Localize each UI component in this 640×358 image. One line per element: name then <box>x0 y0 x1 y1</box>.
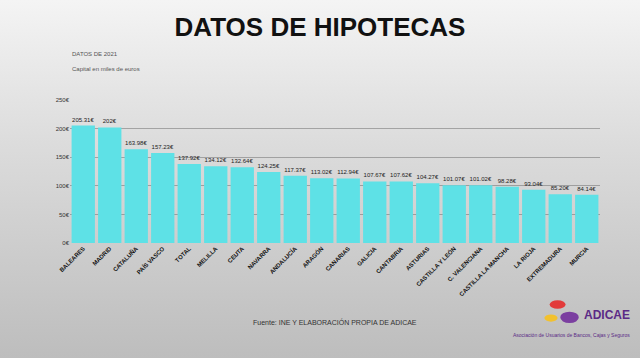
svg-text:CASTILLA LA MANCHA: CASTILLA LA MANCHA <box>458 245 510 297</box>
svg-text:DATOS DE 2021: DATOS DE 2021 <box>72 51 118 57</box>
svg-text:DATOS DE HIPOTECAS: DATOS DE HIPOTECAS <box>175 12 466 42</box>
svg-text:101.07€: 101.07€ <box>443 176 465 182</box>
svg-text:ADICAE: ADICAE <box>584 308 630 322</box>
svg-text:ANDALUCÍA: ANDALUCÍA <box>268 244 299 275</box>
svg-text:157.23€: 157.23€ <box>152 144 174 150</box>
svg-text:113.02€: 113.02€ <box>311 169 333 175</box>
svg-text:107.62€: 107.62€ <box>390 172 412 178</box>
svg-text:MELILLA: MELILLA <box>196 245 219 268</box>
svg-text:202€: 202€ <box>103 118 117 124</box>
svg-text:117.37€: 117.37€ <box>284 167 306 173</box>
svg-text:TOTAL: TOTAL <box>174 245 192 263</box>
svg-text:112.94€: 112.94€ <box>337 169 359 175</box>
svg-text:GALICIA: GALICIA <box>356 245 378 267</box>
svg-text:205.31€: 205.31€ <box>72 117 94 123</box>
svg-text:137.92€: 137.92€ <box>178 155 200 161</box>
svg-text:MURCIA: MURCIA <box>568 245 590 267</box>
svg-text:CASTILLA Y LEÓN: CASTILLA Y LEÓN <box>414 245 457 288</box>
svg-text:CEUTA: CEUTA <box>227 245 246 264</box>
svg-text:134.12€: 134.12€ <box>205 157 227 163</box>
svg-text:98.28€: 98.28€ <box>498 178 517 184</box>
svg-text:93.04€: 93.04€ <box>524 181 543 187</box>
svg-text:163.98€: 163.98€ <box>125 140 147 146</box>
svg-text:124.25€: 124.25€ <box>258 163 280 169</box>
svg-text:84.14€: 84.14€ <box>577 186 596 192</box>
svg-text:107.67€: 107.67€ <box>364 172 386 178</box>
svg-text:85.20€: 85.20€ <box>551 185 570 191</box>
svg-text:0€: 0€ <box>62 240 69 246</box>
svg-text:EXTREMADURA: EXTREMADURA <box>526 245 564 283</box>
svg-text:NAVARRA: NAVARRA <box>247 245 272 270</box>
svg-text:250€: 250€ <box>56 97 70 103</box>
svg-text:C. VALENCIANA: C. VALENCIANA <box>446 245 484 283</box>
svg-text:100€: 100€ <box>56 183 70 189</box>
svg-text:ARAGÓN: ARAGÓN <box>301 245 325 269</box>
svg-text:132.64€: 132.64€ <box>231 158 253 164</box>
svg-text:ASTURIAS: ASTURIAS <box>405 246 431 272</box>
svg-text:Fuente: INE Y ELABORACIÓN PROP: Fuente: INE Y ELABORACIÓN PROPIA DE ADIC… <box>253 318 417 326</box>
svg-text:CATALUÑA: CATALUÑA <box>112 245 140 273</box>
svg-text:Asociación de Usuarios de Banc: Asociación de Usuarios de Bancos, Cajas … <box>513 332 630 338</box>
svg-text:LA RIOJA: LA RIOJA <box>513 245 537 269</box>
svg-text:Capital en miles de euros: Capital en miles de euros <box>72 66 140 72</box>
svg-text:CANTABRIA: CANTABRIA <box>375 245 405 275</box>
svg-text:200€: 200€ <box>56 126 70 132</box>
svg-text:150€: 150€ <box>56 154 70 160</box>
svg-text:CANARIAS: CANARIAS <box>324 246 351 273</box>
svg-text:MADRID: MADRID <box>91 245 113 267</box>
svg-text:50€: 50€ <box>59 212 70 218</box>
svg-text:101.02€: 101.02€ <box>470 176 492 182</box>
svg-text:BALEARES: BALEARES <box>58 246 86 274</box>
svg-text:PAÍS VASCO: PAÍS VASCO <box>135 245 166 276</box>
svg-text:104.27€: 104.27€ <box>417 174 439 180</box>
